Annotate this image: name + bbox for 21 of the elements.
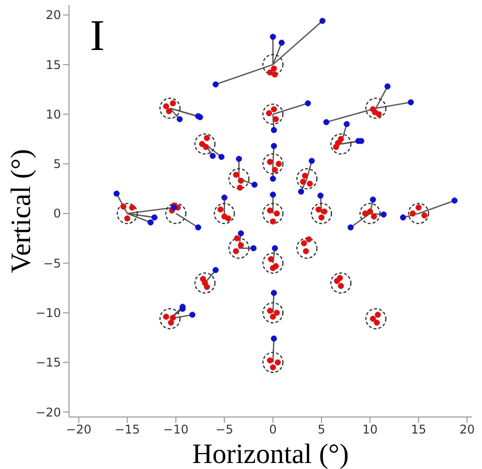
x-axis-title: Horizontal (°) bbox=[192, 439, 349, 469]
chart-title: I bbox=[90, 11, 105, 60]
y-tick-label: 10 bbox=[46, 107, 61, 122]
x-tick-label: −10 bbox=[163, 422, 188, 437]
x-tick-label: 0 bbox=[269, 422, 277, 437]
y-tick-label: −15 bbox=[36, 356, 61, 370]
y-tick-label: −20 bbox=[36, 405, 61, 420]
y-tick-label: 20 bbox=[46, 8, 61, 22]
x-tick-label: 20 bbox=[460, 422, 475, 437]
y-tick-label: −5 bbox=[43, 256, 61, 270]
y-tick-label: −10 bbox=[36, 306, 61, 320]
x-tick-label: 15 bbox=[410, 422, 426, 437]
x-tick-label: 10 bbox=[362, 422, 378, 437]
y-tick-label: 0 bbox=[53, 206, 61, 221]
x-tick-label: −20 bbox=[66, 422, 92, 437]
y-tick-label: 5 bbox=[53, 157, 61, 172]
x-tick-label: −5 bbox=[216, 422, 234, 437]
y-axis-title: Vertical (°) bbox=[6, 149, 37, 273]
y-tick-label: 15 bbox=[46, 58, 61, 72]
x-tick-label: 5 bbox=[318, 422, 326, 437]
x-tick-label: −15 bbox=[114, 422, 140, 437]
